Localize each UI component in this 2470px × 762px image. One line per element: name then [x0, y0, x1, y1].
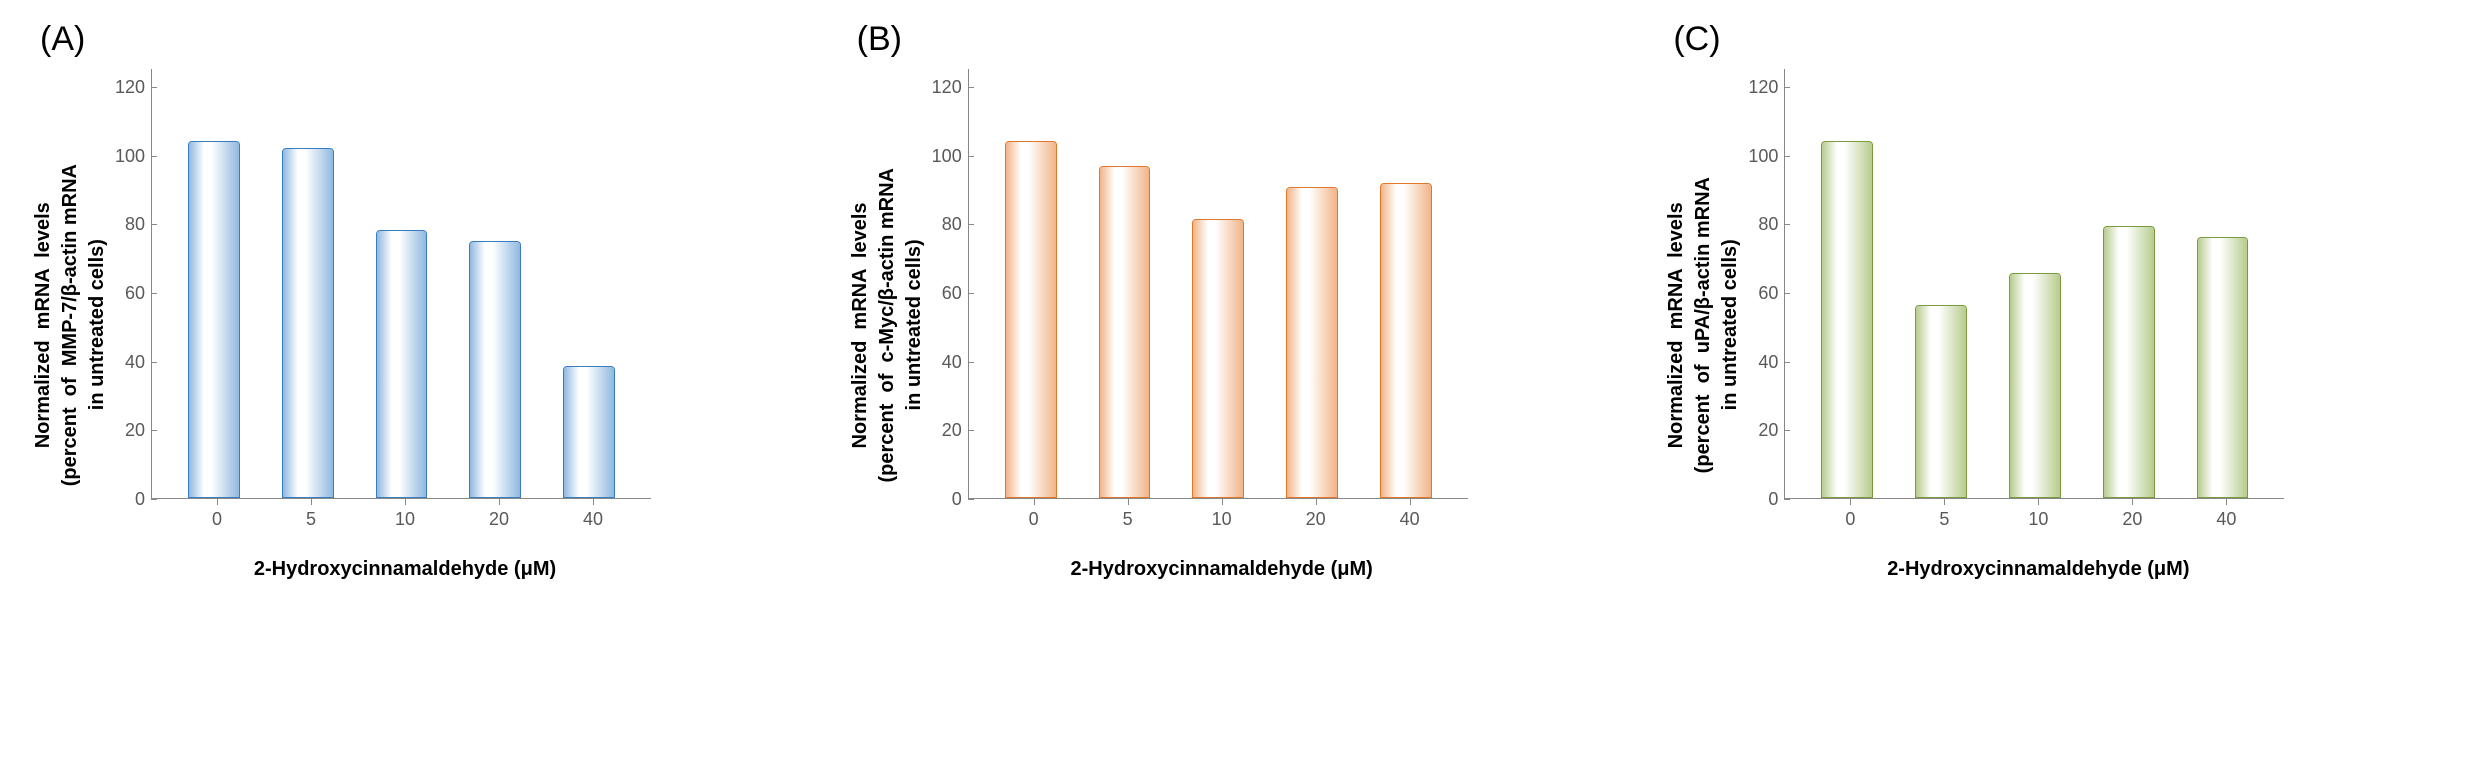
- panel-a-letter: (A): [40, 20, 807, 59]
- panel-a-xaxis: 0 5 10 20 40: [155, 499, 655, 530]
- panel-c-bars: [1785, 69, 2284, 498]
- panel-a-plot: [151, 69, 651, 499]
- ytick: 40: [1758, 353, 1778, 371]
- xtick: 5: [1102, 509, 1154, 530]
- bar: [282, 148, 334, 498]
- ytick: 20: [125, 421, 145, 439]
- panel-b-bars: [969, 69, 1468, 498]
- bar: [563, 366, 615, 498]
- ytick: 120: [1748, 78, 1778, 96]
- y-title-b: Normalized mRNA levels: [849, 202, 871, 448]
- panel-c-xaxis-label: 2-Hydroxycinnamaldehyde (μM): [1788, 558, 2288, 581]
- y-sub-b: (percent of c-Myc/β-actin mRNA in untrea…: [876, 168, 925, 482]
- ytick: 120: [932, 78, 962, 96]
- panel-a-chart: Normalized mRNA levels (percent of MMP-7…: [30, 69, 807, 581]
- panel-b-xaxis: 0 5 10 20 40: [972, 499, 1472, 530]
- bar: [1192, 219, 1244, 498]
- y-sub-c: (percent of uPA/β-actin mRNA in untreate…: [1692, 177, 1741, 473]
- panels-row: (A) Normalized mRNA levels (percent of M…: [30, 20, 2440, 581]
- xtick: 0: [1824, 509, 1876, 530]
- ytick: 100: [1748, 147, 1778, 165]
- bar: [1915, 305, 1967, 498]
- ytick: 80: [942, 215, 962, 233]
- panel-b-yaxis-label: Normalized mRNA levels (percent of c-Myc…: [847, 168, 928, 482]
- ytick: 40: [125, 353, 145, 371]
- ytick: 60: [125, 284, 145, 302]
- xtick: 0: [191, 509, 243, 530]
- ytick: 60: [1758, 284, 1778, 302]
- bar: [188, 141, 240, 499]
- ytick: 40: [942, 353, 962, 371]
- bar: [376, 230, 428, 498]
- bar: [2197, 237, 2249, 498]
- y-sub-a: (percent of MMP-7/β-actin mRNA in untrea…: [59, 164, 108, 486]
- ytick: 60: [942, 284, 962, 302]
- panel-c: (C) Normalized mRNA levels (percent of u…: [1663, 20, 2440, 581]
- y-title-a: Normalized mRNA levels: [32, 202, 54, 448]
- panel-a-yaxis: 120 100 80 60 40 20 0: [115, 69, 151, 499]
- ytick: 100: [932, 147, 962, 165]
- panel-c-xaxis: 0 5 10 20 40: [1788, 499, 2288, 530]
- panel-c-yaxis-label: Normalized mRNA levels (percent of uPA/β…: [1663, 177, 1744, 473]
- xtick: 40: [567, 509, 619, 530]
- panel-b-chart: Normalized mRNA levels (percent of c-Myc…: [847, 69, 1624, 581]
- xtick: 5: [285, 509, 337, 530]
- ytick: 80: [125, 215, 145, 233]
- panel-c-letter: (C): [1673, 20, 2440, 59]
- panel-b-letter: (B): [857, 20, 1624, 59]
- bar: [1286, 187, 1338, 498]
- panel-a-yaxis-label: Normalized mRNA levels (percent of MMP-7…: [30, 164, 111, 486]
- y-title-c: Normalized mRNA levels: [1665, 202, 1687, 448]
- panel-c-chart: Normalized mRNA levels (percent of uPA/β…: [1663, 69, 2440, 581]
- xtick: 0: [1008, 509, 1060, 530]
- bar: [2009, 273, 2061, 498]
- ytick: 20: [942, 421, 962, 439]
- xtick: 20: [473, 509, 525, 530]
- bar: [1099, 166, 1151, 498]
- panel-b: (B) Normalized mRNA levels (percent of c…: [847, 20, 1624, 581]
- ytick: 100: [115, 147, 145, 165]
- xtick: 40: [1384, 509, 1436, 530]
- panel-b-yaxis: 120 100 80 60 40 20 0: [932, 69, 968, 499]
- bar: [2103, 226, 2155, 498]
- ytick: 20: [1758, 421, 1778, 439]
- panel-b-plot: [968, 69, 1468, 499]
- bar: [1005, 141, 1057, 499]
- ytick: 0: [135, 490, 145, 508]
- xtick: 5: [1918, 509, 1970, 530]
- panel-a-bars: [152, 69, 651, 498]
- xtick: 10: [1196, 509, 1248, 530]
- bar: [1821, 141, 1873, 499]
- panel-c-plot: [1784, 69, 2284, 499]
- xtick: 10: [379, 509, 431, 530]
- bar: [469, 241, 521, 498]
- panel-c-yaxis: 120 100 80 60 40 20 0: [1748, 69, 1784, 499]
- panel-a-xaxis-label: 2-Hydroxycinnamaldehyde (μM): [155, 558, 655, 581]
- xtick: 40: [2200, 509, 2252, 530]
- bar: [1380, 183, 1432, 498]
- xtick: 20: [2106, 509, 2158, 530]
- xtick: 10: [2012, 509, 2064, 530]
- xtick: 20: [1290, 509, 1342, 530]
- ytick: 80: [1758, 215, 1778, 233]
- ytick: 0: [1768, 490, 1778, 508]
- panel-a: (A) Normalized mRNA levels (percent of M…: [30, 20, 807, 581]
- ytick: 120: [115, 78, 145, 96]
- panel-b-xaxis-label: 2-Hydroxycinnamaldehyde (μM): [972, 558, 1472, 581]
- ytick: 0: [952, 490, 962, 508]
